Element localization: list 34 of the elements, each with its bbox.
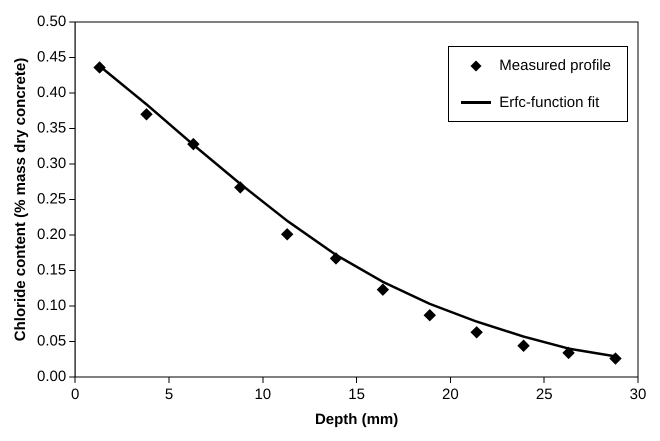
point xyxy=(140,108,152,120)
point xyxy=(424,309,436,322)
point xyxy=(94,61,106,74)
x-tick-label: 30 xyxy=(630,386,646,404)
point xyxy=(330,252,342,264)
y-tick-label: 0.10 xyxy=(36,297,66,314)
y-tick-label: 0.35 xyxy=(36,120,66,137)
legend-label: Erfc-function fit xyxy=(499,94,600,111)
x-tick-label: 5 xyxy=(164,386,174,404)
point xyxy=(562,346,575,359)
legend-label: Measured profile xyxy=(499,57,611,74)
point xyxy=(187,138,200,150)
point xyxy=(518,340,530,352)
y-tick-label: 0.05 xyxy=(36,332,66,350)
x-tick-label: 20 xyxy=(442,386,459,404)
x-tick-label: 10 xyxy=(254,386,272,404)
point xyxy=(609,352,622,365)
point xyxy=(470,326,483,338)
y-tick-label: 0.30 xyxy=(36,155,66,172)
y-tick-label: 0.40 xyxy=(36,84,66,102)
point xyxy=(234,181,246,194)
x-tick-label: 25 xyxy=(536,386,553,404)
x-axis-title: Depth (mm) xyxy=(314,411,398,428)
y-tick-label: 0.45 xyxy=(36,48,66,66)
y-tick-label: 0.15 xyxy=(36,262,66,279)
point xyxy=(376,284,389,296)
point xyxy=(281,228,294,240)
y-tick-label: 0.50 xyxy=(36,13,66,30)
x-tick-label: 0 xyxy=(71,386,80,404)
y-tick-label: 0.20 xyxy=(36,226,66,244)
y-tick-label: 0.25 xyxy=(36,190,66,208)
y-tick-label: 0.00 xyxy=(36,368,66,386)
x-tick-label: 15 xyxy=(348,386,365,404)
y-axis-title: Chloride content (% mass dry concrete) xyxy=(12,58,30,342)
